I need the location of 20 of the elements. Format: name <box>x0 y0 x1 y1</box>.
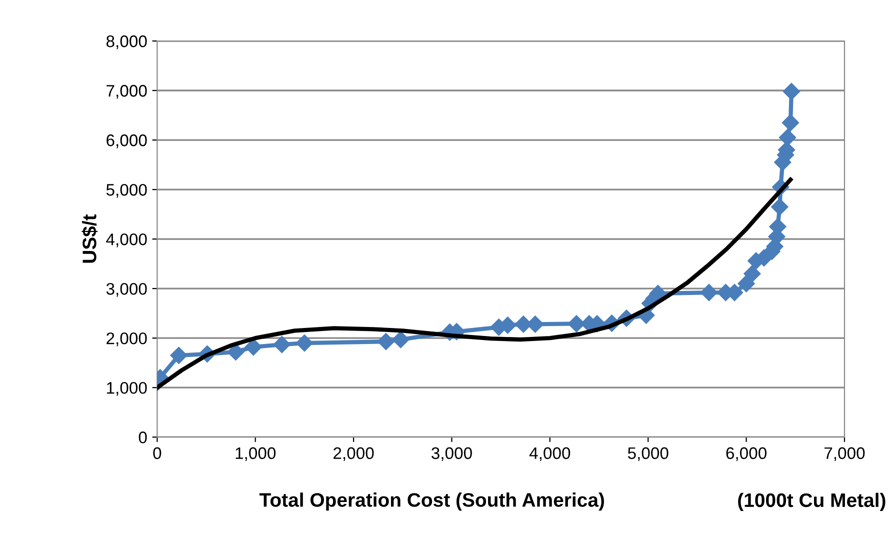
y-tick-label: 4,000 <box>106 233 147 248</box>
x-tick-label: 7,000 <box>824 447 865 462</box>
x-tick-label: 1,000 <box>236 447 276 462</box>
text: (1000t Cu Metal) <box>738 492 886 511</box>
y-tick-label: 0 <box>138 432 147 444</box>
x-tick-label: 0 <box>153 447 162 460</box>
x-tick-label: 6,000 <box>726 447 767 462</box>
y-tick-label: 1,000 <box>107 382 147 396</box>
y-tick-label: 6,000 <box>106 134 147 148</box>
y-tick-label: 8,000 <box>106 35 147 50</box>
x-tick-label: 2,000 <box>334 447 374 462</box>
x-axis-title: Total Operation Cost (South America) <box>259 492 604 511</box>
x-tick-label: 4,000 <box>529 447 570 462</box>
y-tick-label: 2,000 <box>106 332 147 346</box>
x-tick-label: 3,000 <box>432 447 472 462</box>
y-tick-label: 3,000 <box>106 282 147 297</box>
y-tick-label: 7,000 <box>106 84 147 99</box>
y-axis-title: US$/t <box>82 214 98 263</box>
y-tick-label: 5,000 <box>106 184 147 198</box>
x-tick-label: 5,000 <box>628 447 668 462</box>
